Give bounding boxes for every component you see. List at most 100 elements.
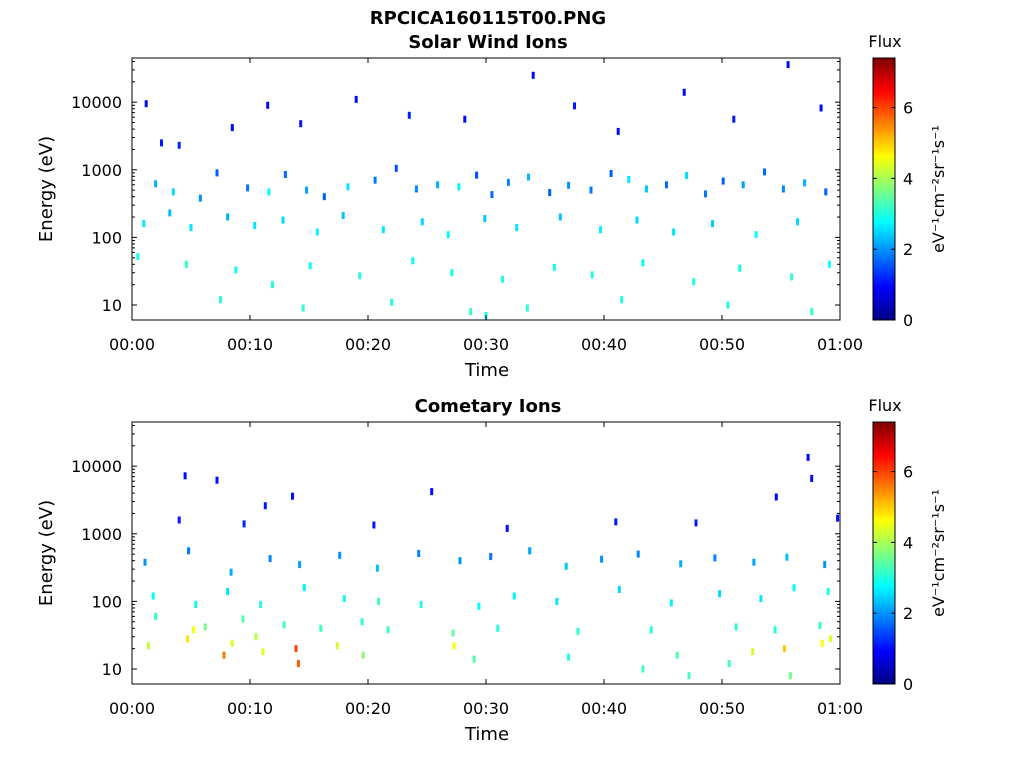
flux-cell	[827, 260, 831, 268]
flux-cell	[469, 308, 473, 316]
flux-cell	[599, 226, 602, 234]
flux-cell	[386, 626, 390, 634]
flux-cell	[346, 183, 350, 191]
flux-cell	[411, 257, 415, 265]
flux-cell	[721, 177, 725, 185]
flux-cell	[143, 558, 147, 566]
flux-cell	[246, 184, 250, 192]
y-ticks-cometary: 10 100 1000 10000	[71, 424, 840, 679]
colorbar-label-top-cometary: Flux	[868, 396, 901, 415]
flux-cell	[824, 188, 828, 196]
flux-cell	[299, 120, 303, 128]
colorbar-tick-label: 4	[903, 169, 913, 188]
flux-cell	[241, 615, 245, 623]
flux-cell	[189, 224, 193, 231]
flux-cell	[335, 642, 339, 650]
flux-cell	[266, 101, 270, 109]
flux-cell	[458, 557, 462, 565]
flux-cell	[788, 672, 792, 680]
x-tick-label: 00:20	[345, 699, 391, 718]
y-tick-label: 10000	[71, 93, 122, 112]
colorbar-solar-wind	[872, 57, 896, 321]
flux-cell	[302, 584, 306, 592]
flux-cell	[373, 176, 377, 184]
flux-cell	[803, 179, 807, 187]
flux-cell	[267, 188, 271, 196]
flux-cell	[315, 228, 319, 236]
flux-cell	[222, 651, 226, 659]
flux-cell	[665, 181, 668, 189]
colorbar-tick-label: 6	[903, 99, 913, 118]
panel-title-cometary: Cometary Ions	[415, 396, 562, 417]
flux-cell	[377, 597, 381, 605]
flux-cell	[590, 271, 594, 279]
flux-cell	[515, 224, 519, 231]
figure-title: RPCICA160115T00.PNG	[370, 8, 606, 29]
flux-cell	[171, 188, 175, 196]
flux-cell	[820, 639, 824, 647]
flux-cell	[609, 170, 613, 177]
flux-cell	[375, 564, 379, 572]
flux-cell	[394, 164, 398, 172]
flux-cell	[567, 181, 571, 189]
flux-cell	[687, 672, 691, 680]
flux-cell	[151, 592, 155, 600]
flux-cell	[505, 524, 509, 532]
flux-cell	[751, 648, 755, 656]
flux-cell	[792, 584, 796, 592]
flux-cell	[818, 622, 822, 629]
flux-cell	[283, 171, 287, 178]
colorbar-cometary	[872, 421, 896, 685]
y-tick-label: 10	[102, 660, 122, 679]
flux-cell	[763, 168, 766, 176]
flux-cell	[573, 102, 576, 110]
flux-cell	[819, 104, 823, 112]
flux-cell	[829, 635, 833, 643]
colorbar-ticks-solar-wind: 0 2 4 6	[873, 99, 913, 330]
flux-cell	[477, 602, 481, 610]
flux-cell	[430, 488, 434, 496]
flux-cell	[282, 621, 286, 629]
flux-cell	[600, 555, 604, 563]
flux-cell	[187, 547, 191, 555]
flux-cell	[475, 171, 479, 179]
flux-cell	[338, 551, 342, 559]
flux-cell	[168, 209, 172, 217]
flux-cell	[635, 216, 639, 224]
flux-cell	[259, 601, 263, 608]
colorbar-label-top-solar-wind: Flux	[868, 32, 901, 51]
flux-cell	[555, 597, 559, 605]
flux-cell	[752, 558, 756, 566]
flux-cell	[589, 186, 593, 194]
flux-cell	[641, 665, 645, 673]
colorbar-tick-label: 0	[903, 311, 913, 330]
flux-cell	[669, 599, 673, 607]
flux-cell	[726, 301, 730, 309]
flux-cell	[759, 595, 763, 603]
flux-cell	[649, 626, 653, 634]
colorbar-tick-label: 4	[903, 533, 913, 552]
flux-cell	[319, 624, 323, 632]
flux-cell	[528, 547, 532, 555]
x-axis-label-solar-wind: Time	[464, 360, 509, 381]
flux-cell	[230, 124, 234, 132]
flux-cell	[463, 115, 467, 123]
flux-cell	[268, 555, 272, 563]
x-tick-label: 00:50	[699, 335, 745, 354]
flux-cell	[672, 228, 676, 236]
flux-cell	[177, 141, 181, 149]
flux-cell	[144, 100, 148, 108]
y-tick-label: 1000	[81, 525, 122, 544]
flux-cell	[142, 220, 146, 228]
flux-cell	[253, 222, 257, 229]
y-tick-label: 1000	[81, 161, 122, 180]
flux-cell	[734, 623, 738, 631]
colorbar-unit-cometary: eV⁻¹cm⁻²sr⁻¹s⁻¹	[929, 489, 948, 617]
flux-cell	[381, 226, 385, 234]
flux-cell	[826, 588, 830, 595]
flux-cell	[390, 298, 394, 306]
flux-cell	[620, 296, 624, 304]
flux-cell	[361, 651, 365, 659]
flux-cell	[322, 193, 326, 201]
flux-cell	[191, 626, 195, 634]
